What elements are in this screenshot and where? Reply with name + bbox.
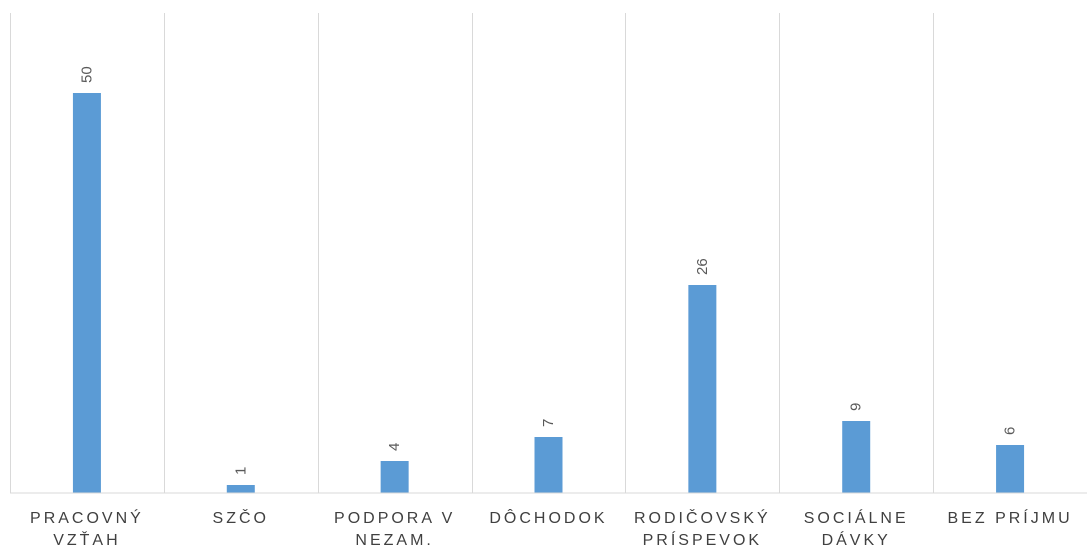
- data-label: 4: [386, 443, 403, 451]
- category-label: SZČO: [212, 510, 269, 527]
- bar: [226, 485, 255, 493]
- data-label: 26: [694, 258, 711, 275]
- bar: [996, 445, 1025, 493]
- bar: [72, 93, 101, 493]
- category-label: PRACOVNÝ VZŤAH: [30, 510, 144, 549]
- bar: [688, 285, 717, 493]
- category-label: DÔCHODOK: [489, 510, 608, 527]
- bar: [534, 437, 563, 493]
- category-label: RODIČOVSKÝ PRÍSPEVOK: [634, 510, 771, 549]
- data-label: 6: [1002, 427, 1019, 435]
- category-label: SOCIÁLNE DÁVKY: [803, 510, 909, 549]
- bar: [842, 421, 871, 493]
- category-label: BEZ PRÍJMU: [947, 510, 1073, 527]
- category-label: PODPORA V NEZAM.: [334, 510, 456, 549]
- data-label: 9: [848, 403, 865, 411]
- data-label: 7: [540, 419, 557, 427]
- data-labels: 50 1 4 7 26 9 6: [78, 66, 1018, 475]
- gridlines: [10, 13, 934, 493]
- data-label: 1: [232, 467, 249, 475]
- bars: [72, 93, 1025, 493]
- data-label: 50: [78, 66, 95, 83]
- bar: [380, 461, 409, 493]
